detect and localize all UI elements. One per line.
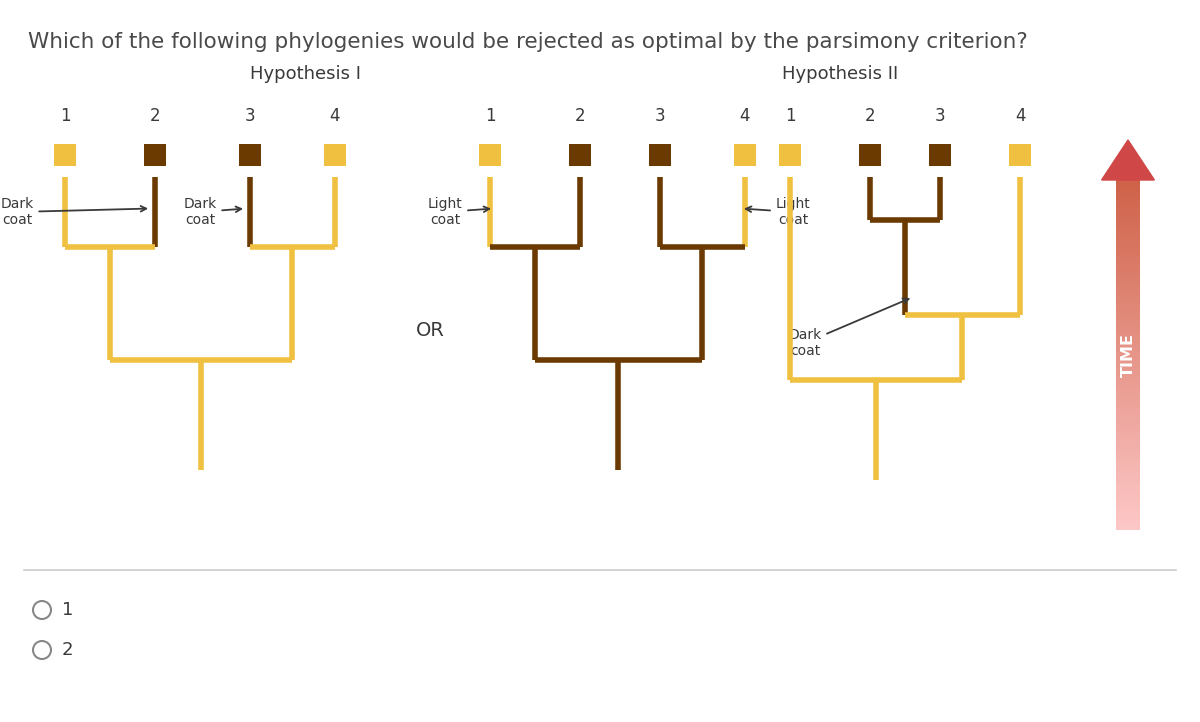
Bar [859, 144, 881, 166]
Text: 3: 3 [655, 107, 665, 125]
Text: 1: 1 [60, 107, 71, 125]
Text: 4: 4 [330, 107, 341, 125]
Text: 2: 2 [865, 107, 875, 125]
Text: Light
coat: Light coat [427, 197, 490, 227]
Text: Dark
coat: Dark coat [0, 197, 146, 227]
Text: Light
coat: Light coat [745, 197, 810, 227]
Text: Which of the following phylogenies would be rejected as optimal by the parsimony: Which of the following phylogenies would… [28, 32, 1027, 52]
Bar [239, 144, 262, 166]
Bar [779, 144, 802, 166]
Text: 3: 3 [245, 107, 256, 125]
Text: Hypothesis I: Hypothesis I [250, 65, 360, 83]
Polygon shape [1102, 140, 1154, 180]
Text: Dark
coat: Dark coat [184, 197, 241, 227]
Text: 2: 2 [150, 107, 161, 125]
Text: 3: 3 [935, 107, 946, 125]
Bar [479, 144, 502, 166]
Text: 1: 1 [485, 107, 496, 125]
Bar [144, 144, 166, 166]
Text: Hypothesis II: Hypothesis II [782, 65, 898, 83]
Text: 1: 1 [785, 107, 796, 125]
Text: OR: OR [415, 321, 444, 339]
Bar [1009, 144, 1031, 166]
Bar [929, 144, 952, 166]
Text: 4: 4 [739, 107, 750, 125]
Bar [569, 144, 592, 166]
Text: 2: 2 [575, 107, 586, 125]
Bar [324, 144, 346, 166]
Text: 2: 2 [62, 641, 73, 659]
Bar [734, 144, 756, 166]
Text: Dark
coat: Dark coat [788, 298, 908, 358]
Text: TIME: TIME [1121, 333, 1135, 377]
Bar [54, 144, 76, 166]
Text: 4: 4 [1015, 107, 1025, 125]
Bar [649, 144, 671, 166]
Text: 1: 1 [62, 601, 73, 619]
